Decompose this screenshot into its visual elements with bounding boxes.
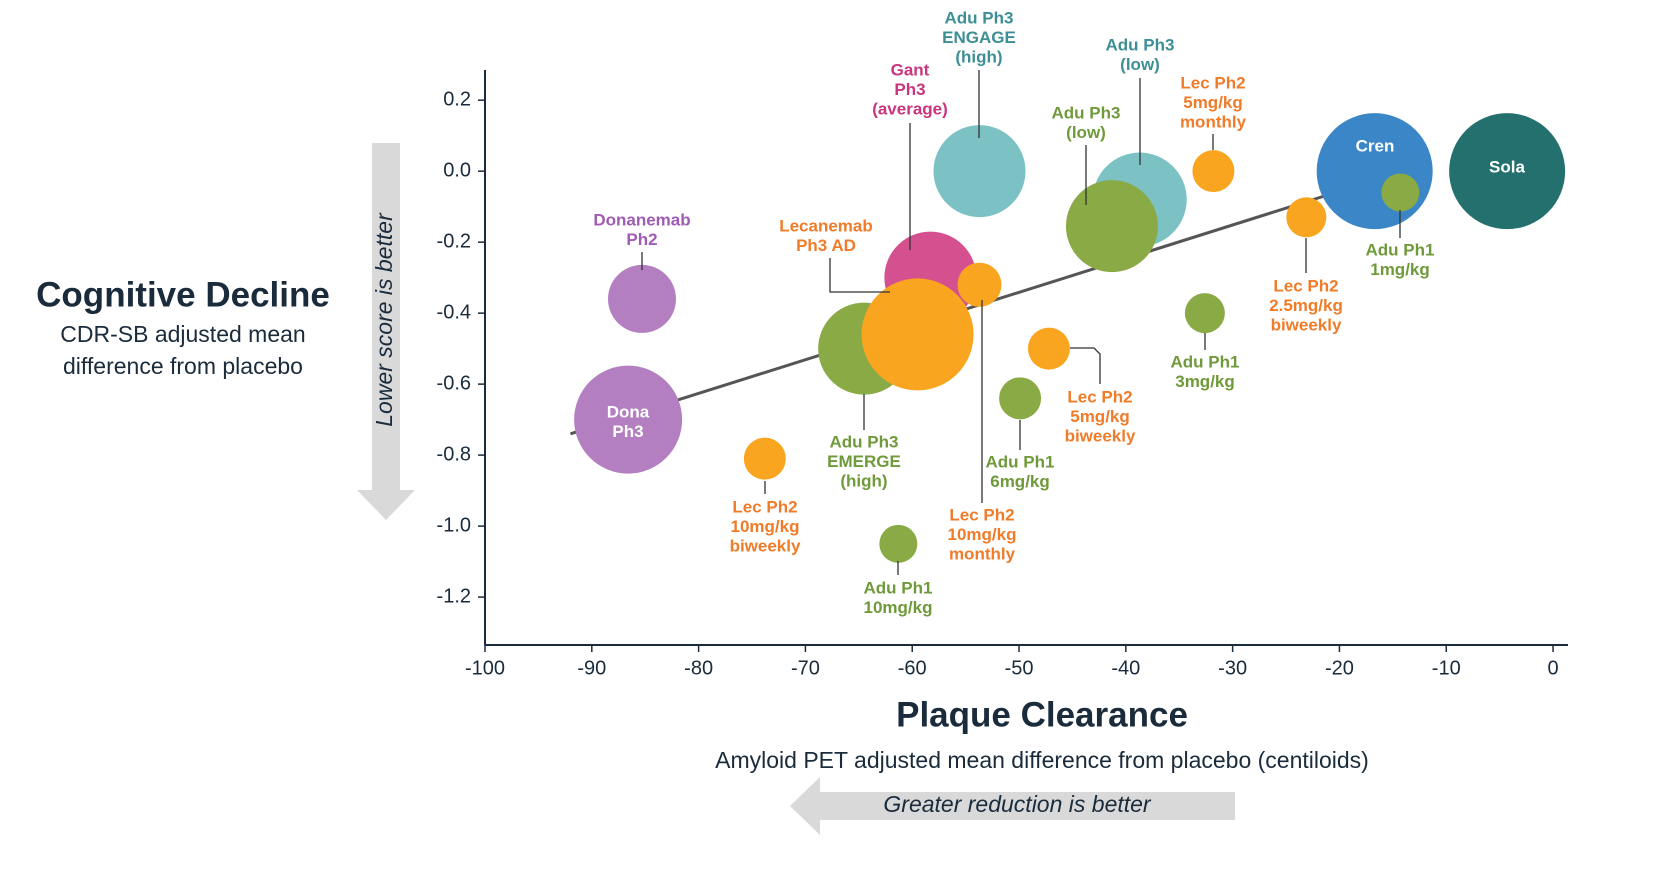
bubble-label: (average): [872, 99, 948, 118]
x-tick-label: -100: [465, 657, 505, 679]
bubble-label: biweekly: [730, 536, 801, 555]
x-tick-label: -20: [1325, 657, 1354, 679]
y-tick-label: 0.0: [443, 159, 471, 181]
bubble-label: Adu Ph3: [830, 432, 899, 451]
bubble: [879, 524, 918, 563]
bubble-label: Lec Ph2: [1067, 387, 1132, 406]
x-tick-label: -50: [1005, 657, 1034, 679]
bubble-label: Lec Ph2: [732, 497, 797, 516]
bubble-label: 5mg/kg: [1070, 407, 1130, 426]
bubble: [1449, 113, 1566, 230]
bubble: [743, 437, 786, 480]
bubble-label: (high): [840, 471, 887, 490]
bubble-label: Adu Ph1: [986, 452, 1055, 471]
bubble: [1286, 197, 1327, 238]
bubble-label: Adu Ph3: [1106, 35, 1175, 54]
bubble-label: Lec Ph2: [1180, 73, 1245, 92]
y-tick-label: -0.2: [437, 230, 471, 252]
bubble-label: biweekly: [1065, 426, 1136, 445]
y-tick-label: -1.0: [437, 514, 471, 536]
bubble: [574, 365, 683, 474]
bubble-label: 5mg/kg: [1183, 93, 1243, 112]
y-title: Cognitive Decline: [36, 275, 330, 314]
x-tick-label: -60: [898, 657, 927, 679]
bubble-label: Ph3 AD: [796, 236, 856, 255]
y-note-arrow-head: [357, 490, 415, 520]
x-tick-label: -40: [1111, 657, 1140, 679]
bubble-label: (low): [1066, 123, 1106, 142]
x-subtitle: Amyloid PET adjusted mean difference fro…: [715, 747, 1369, 773]
bubble-label: (high): [955, 47, 1002, 66]
y-tick-label: -1.2: [437, 585, 471, 607]
bubble-label: Lecanemab: [779, 216, 873, 235]
x-tick-label: -30: [1218, 657, 1247, 679]
bubble-label: Ph2: [626, 230, 657, 249]
bubble-label: EMERGE: [827, 452, 901, 471]
y-subtitle: CDR-SB adjusted mean: [60, 321, 305, 347]
bubble-label: Dona: [607, 402, 650, 421]
bubble-label: Sola: [1489, 157, 1525, 176]
leader-line: [829, 258, 890, 293]
bubble-label: ENGAGE: [942, 28, 1016, 47]
bubble: [957, 262, 1002, 307]
y-tick-label: -0.8: [437, 443, 471, 465]
bubble-label: Cren: [1356, 136, 1395, 155]
bubble-label: 10mg/kg: [731, 517, 800, 536]
y-tick-label: 0.2: [443, 88, 471, 110]
bubble-label: monthly: [949, 544, 1016, 563]
bubble-label: monthly: [1180, 112, 1247, 131]
bubble-label: Ph3: [612, 422, 643, 441]
bubble-label: 3mg/kg: [1175, 372, 1235, 391]
bubble-label: Adu Ph1: [1171, 352, 1240, 371]
bubble-label: (low): [1120, 55, 1160, 74]
bubble: [1184, 293, 1225, 334]
bubble-label: 2.5mg/kg: [1269, 296, 1343, 315]
bubble: [608, 264, 677, 333]
bubble-label: Adu Ph3: [1052, 103, 1121, 122]
x-note-arrow-head: [790, 777, 820, 835]
x-title: Plaque Clearance: [896, 695, 1188, 734]
bubble-label: 6mg/kg: [990, 472, 1050, 491]
x-tick-label: -10: [1432, 657, 1461, 679]
y-note-arrow: [372, 143, 400, 490]
bubble-label: 10mg/kg: [948, 525, 1017, 544]
bubble-label: 1mg/kg: [1370, 260, 1430, 279]
x-tick-label: -90: [577, 657, 606, 679]
y-note: Lower score is better: [371, 212, 397, 427]
y-tick-label: -0.6: [437, 372, 471, 394]
bubble-label: 10mg/kg: [864, 598, 933, 617]
bubble: [1027, 327, 1070, 370]
y-tick-label: -0.4: [437, 301, 471, 323]
bubble-label: Lec Ph2: [1273, 276, 1338, 295]
bubble: [1316, 113, 1433, 230]
x-tick-label: -70: [791, 657, 820, 679]
bubble-label: Adu Ph1: [1366, 240, 1435, 259]
bubble-label: Gant: [891, 60, 930, 79]
x-note: Greater reduction is better: [883, 791, 1152, 817]
bubble: [861, 278, 974, 391]
bubble: [1381, 173, 1420, 212]
bubble: [933, 125, 1026, 218]
bubble-label: Ph3: [894, 80, 925, 99]
y-subtitle: difference from placebo: [63, 353, 303, 379]
bubble-label: biweekly: [1271, 315, 1342, 334]
x-tick-label: 0: [1547, 657, 1558, 679]
bubble: [1065, 180, 1158, 273]
leader-line: [1070, 347, 1101, 384]
bubble-label: Donanemab: [593, 210, 690, 229]
bubble: [1192, 150, 1235, 193]
x-tick-label: -80: [684, 657, 713, 679]
x-note-arrow: [820, 792, 1235, 820]
bubble-label: Lec Ph2: [949, 505, 1014, 524]
bubble: [999, 377, 1042, 420]
bubble-label: Adu Ph3: [945, 8, 1014, 27]
bubble-label: Adu Ph1: [864, 578, 933, 597]
